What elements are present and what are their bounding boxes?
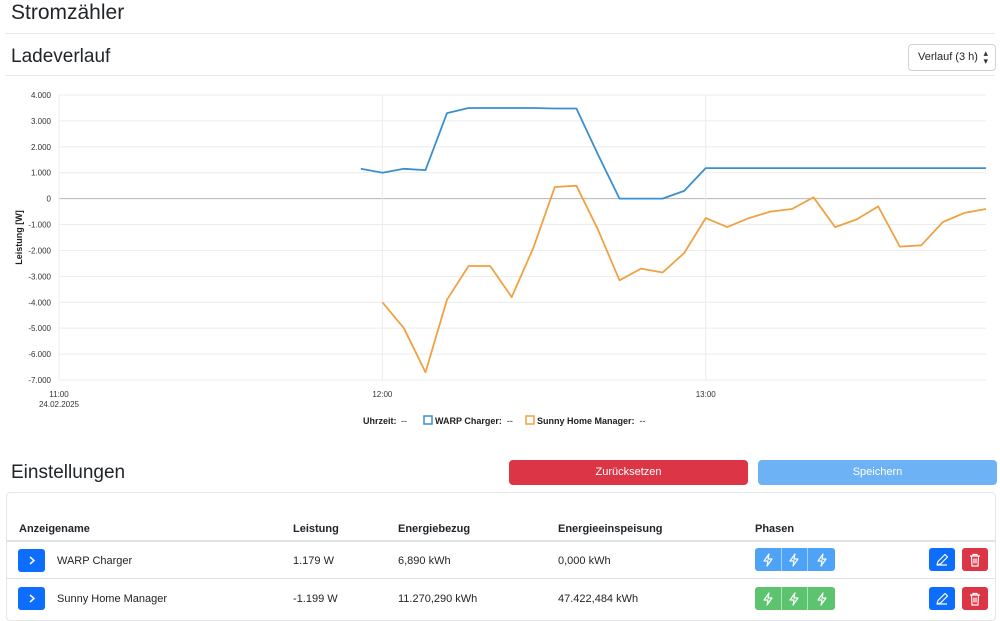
series-line-warp-charger: [360, 107, 986, 200]
x-tick-label: 11:00: [49, 390, 69, 399]
table-header-divider: [7, 540, 995, 542]
legend-series-name[interactable]: Sunny Home Manager:: [537, 416, 635, 426]
page-title: Stromzähler: [11, 1, 125, 24]
y-tick-label: -2.000: [28, 246, 51, 255]
legend-series-name[interactable]: WARP Charger:: [435, 416, 502, 426]
expand-row-button[interactable]: [18, 549, 45, 572]
delete-meter-button[interactable]: [962, 548, 988, 571]
y-tick-label: 4.000: [31, 91, 52, 100]
history-divider: [6, 75, 994, 76]
chevron-right-icon: [29, 556, 36, 565]
meter-import: 6,890 kWh: [398, 555, 451, 567]
pencil-icon: [936, 592, 949, 605]
phase-l2-button[interactable]: [781, 548, 809, 571]
phase-l2-button[interactable]: [781, 587, 809, 610]
history-range-select[interactable]: Verlauf (3 h) ▴ ▾: [908, 44, 996, 71]
lightning-icon: [817, 591, 827, 606]
meter-import: 11.270,290 kWh: [398, 593, 478, 605]
legend-time-value: --: [401, 416, 407, 426]
column-header-phases: Phasen: [755, 523, 795, 535]
phase-l3-button[interactable]: [808, 587, 835, 610]
y-tick-label: -6.000: [28, 350, 51, 359]
lightning-icon: [817, 552, 827, 567]
y-tick-label: 2.000: [31, 143, 52, 152]
phase-l1-button[interactable]: [755, 587, 782, 610]
edit-meter-button[interactable]: [929, 587, 955, 610]
edit-meter-button[interactable]: [929, 548, 955, 571]
y-tick-label: -4.000: [28, 298, 51, 307]
trash-icon: [970, 592, 980, 606]
lightning-icon: [763, 591, 773, 606]
power-history-chart[interactable]: 4.000 3.000 2.000 1.000 0 -1.000 -2.000 -3.000 -…: [0, 82, 1000, 432]
meter-name: WARP Charger: [57, 555, 133, 567]
meter-export: 0,000 kWh: [558, 555, 611, 567]
y-tick-label: 0: [47, 195, 52, 204]
series-line-sunny-home-manager: [381, 184, 987, 374]
table-row-divider: [7, 578, 995, 579]
column-header-import: Energiebezug: [398, 523, 471, 535]
x-tick-label: 12:00: [372, 390, 393, 399]
y-tick-label: -7.000: [28, 376, 51, 385]
lightning-icon: [763, 552, 773, 567]
expand-row-button[interactable]: [18, 587, 45, 610]
x-tick-label: 13:00: [696, 390, 717, 399]
phase-group: [755, 548, 835, 571]
meter-export: 47.422,484 kWh: [558, 593, 639, 605]
y-tick-label: -1.000: [28, 221, 51, 230]
phase-l3-button[interactable]: [808, 548, 835, 571]
y-tick-label: 1.000: [31, 169, 52, 178]
legend-swatch[interactable]: [423, 415, 433, 425]
y-tick-label: -5.000: [28, 324, 51, 333]
lightning-icon: [789, 552, 800, 567]
meter-power: -1.199 W: [293, 593, 338, 605]
reset-button[interactable]: Zurücksetzen: [509, 460, 748, 485]
y-tick-label: 3.000: [31, 117, 52, 126]
meter-name: Sunny Home Manager: [57, 593, 168, 605]
phase-l1-button[interactable]: [755, 548, 782, 571]
x-tick-date-label: 24.02.2025: [39, 400, 80, 409]
select-caret-icon: ▴ ▾: [983, 48, 988, 66]
delete-meter-button[interactable]: [962, 587, 988, 610]
meter-power: 1.179 W: [293, 555, 334, 567]
range-select-value: Verlauf (3 h): [918, 51, 978, 63]
phase-group: [755, 587, 835, 610]
column-header-export: Energieeinspeisung: [558, 523, 663, 535]
save-button[interactable]: Speichern: [758, 460, 997, 485]
history-title: Ladeverlauf: [11, 46, 111, 67]
legend-series-value: --: [640, 416, 646, 426]
settings-title: Einstellungen: [11, 462, 126, 483]
lightning-icon: [789, 591, 800, 606]
chevron-right-icon: [29, 594, 36, 603]
y-tick-label: -3.000: [28, 272, 51, 281]
legend-series-value: --: [507, 416, 513, 426]
column-header-name: Anzeigename: [19, 523, 90, 535]
legend-time-label: Uhrzeit:: [363, 416, 397, 426]
legend-swatch[interactable]: [525, 415, 535, 425]
trash-icon: [970, 553, 980, 567]
header-divider: [6, 33, 994, 34]
pencil-icon: [936, 553, 949, 566]
column-header-power: Leistung: [293, 523, 339, 535]
y-axis-label: Leistung [W]: [14, 210, 24, 265]
